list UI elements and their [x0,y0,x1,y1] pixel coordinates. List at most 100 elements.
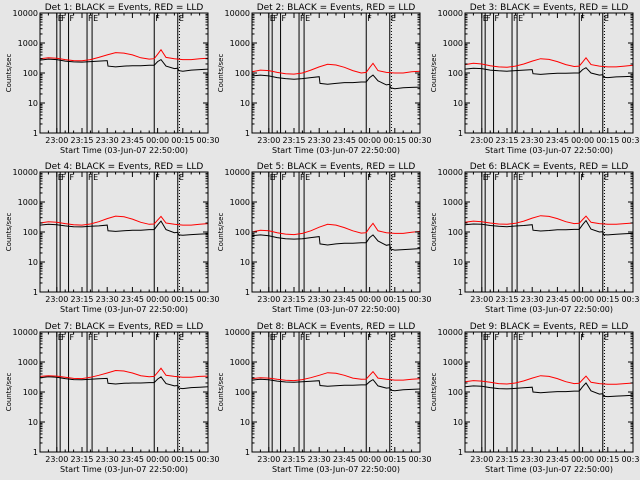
x-tick-label: 00:30 [408,455,431,464]
plot-frame [251,331,421,453]
marker-label: F [367,333,372,342]
x-tick-label: 00:15 [383,136,406,145]
marker-label: E [93,173,98,182]
x-tick-label: 23:00 [257,295,280,304]
x-axis-label: Start Time (03-Jun-07 22:50:00) [485,146,613,155]
plot-frame [39,12,209,134]
x-tick-label: 23:30 [521,295,544,304]
x-tick-label: 00:30 [196,455,219,464]
y-axis-label: Counts/sec [430,213,438,252]
y-tick-label: 10000 [225,9,250,18]
y-tick-label: 1 [245,129,250,138]
marker-label: E [58,333,63,342]
marker-label: E [604,173,609,182]
marker-label: E [179,333,184,342]
x-tick-label: 00:30 [621,295,640,304]
marker-label: F [580,333,585,342]
x-tick-label: 00:30 [196,295,219,304]
x-tick-label: 00:00 [358,295,381,304]
y-axis-label: Counts/sec [217,373,225,412]
y-tick-label: 100 [448,69,463,78]
x-tick-label: 00:00 [146,136,169,145]
marker-label: F [367,173,372,182]
marker-label: E [518,173,523,182]
panel-title: Det 1: BLACK = Events, RED = LLD [45,3,204,13]
panel-title: Det 3: BLACK = Events, RED = LLD [470,3,629,13]
marker-label: F [70,14,75,23]
x-tick-label: 00:30 [621,136,640,145]
plot-frame [39,171,209,293]
plot-frame [39,331,209,453]
y-tick-label: 1000 [443,358,463,367]
y-axis-label: Counts/sec [5,54,13,93]
marker-label: E [483,14,488,23]
plot-frame [464,171,634,293]
lld-curve [464,56,634,68]
marker-label: F [300,333,305,342]
marker-label: F [155,173,160,182]
x-tick-label: 23:45 [121,455,144,464]
x-tick-label: 00:15 [596,136,619,145]
panel-title: Det 8: BLACK = Events, RED = LLD [257,322,416,332]
marker-label: F [155,333,160,342]
marker-label: F [61,173,66,182]
marker-label: F [495,173,500,182]
x-tick-label: 00:15 [171,455,194,464]
x-tick-label: 23:15 [282,295,305,304]
x-tick-label: 23:15 [282,136,305,145]
y-tick-label: 10 [28,258,38,267]
marker-label: E [483,173,488,182]
y-tick-label: 10 [240,418,250,427]
marker-label: F [367,14,372,23]
x-tick-label: 23:15 [495,455,518,464]
marker-label: E [483,333,488,342]
marker-label: F [486,14,491,23]
plot-frame [464,12,634,134]
events-curve [39,58,209,72]
x-tick-label: 00:00 [358,455,381,464]
x-tick-label: 00:15 [383,455,406,464]
y-tick-label: 100 [448,228,463,237]
x-axis-label: Start Time (03-Jun-07 22:50:00) [60,305,188,314]
x-tick-label: 00:30 [196,136,219,145]
x-axis-label: Start Time (03-Jun-07 22:50:00) [272,305,400,314]
marker-label: F [282,14,287,23]
x-tick-label: 23:45 [333,136,356,145]
y-tick-label: 10 [453,418,463,427]
y-tick-label: 1000 [230,39,250,48]
x-tick-label: 23:30 [308,295,331,304]
events-curve [251,234,421,251]
y-tick-label: 100 [235,69,250,78]
x-tick-label: 23:00 [257,455,280,464]
y-tick-label: 100 [23,228,38,237]
marker-label: E [93,333,98,342]
marker-label: F [88,173,93,182]
marker-label: E [391,173,396,182]
x-tick-label: 00:00 [146,295,169,304]
marker-label: F [273,173,278,182]
x-tick-label: 23:15 [495,295,518,304]
y-tick-label: 10000 [438,9,463,18]
lld-curve [251,62,421,75]
marker-label: F [70,173,75,182]
marker-label: F [155,14,160,23]
y-tick-label: 100 [23,69,38,78]
y-tick-label: 100 [448,388,463,397]
lld-curve [251,370,421,382]
marker-label: E [604,14,609,23]
panel-title: Det 4: BLACK = Events, RED = LLD [45,162,204,172]
marker-label: F [513,14,518,23]
marker-label: E [58,14,63,23]
x-tick-label: 23:30 [521,136,544,145]
marker-label: E [179,173,184,182]
events-curve [39,220,209,236]
x-tick-label: 23:45 [546,455,569,464]
y-tick-label: 100 [235,388,250,397]
marker-label: E [305,14,310,23]
y-tick-label: 1000 [443,39,463,48]
y-tick-label: 1 [458,288,463,297]
